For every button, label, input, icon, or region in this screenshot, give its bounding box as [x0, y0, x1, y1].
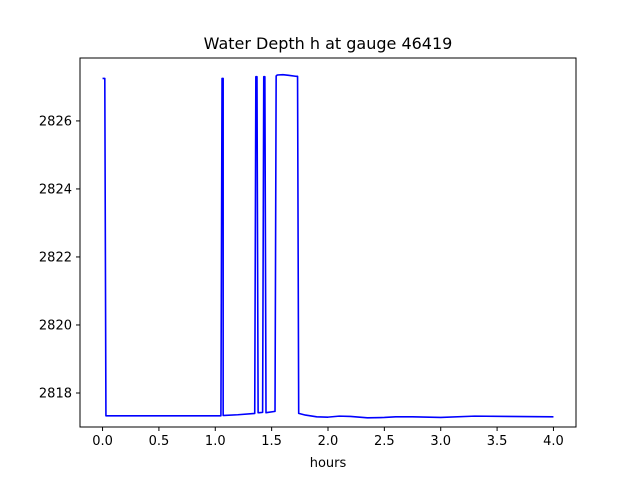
y-tick-label: 2818	[39, 386, 72, 401]
x-tick-label: 3.0	[430, 434, 451, 449]
y-tick-label: 2820	[39, 318, 72, 333]
y-tick-label: 2826	[39, 114, 72, 129]
y-axis: 2818 2820 2822 2824 2826	[39, 114, 80, 401]
x-tick-label: 1.5	[261, 434, 282, 449]
chart-title: Water Depth h at gauge 46419	[204, 34, 453, 53]
x-tick-label: 0.5	[149, 434, 170, 449]
x-tick-label: 2.5	[374, 434, 395, 449]
x-tick-label: 2.0	[318, 434, 339, 449]
x-tick-label: 0.0	[92, 434, 113, 449]
plot-area	[102, 73, 554, 419]
axes-frame	[79, 57, 577, 428]
x-axis: 0.0 0.5 1.0 1.5 2.0 2.5 3.0 3.5 4.0	[92, 427, 564, 449]
x-tick-label: 4.0	[543, 434, 564, 449]
series-line-0	[102, 73, 554, 419]
x-tick-label: 3.5	[487, 434, 508, 449]
y-tick-label: 2824	[39, 182, 72, 197]
x-tick-label: 1.0	[205, 434, 226, 449]
x-axis-label: hours	[310, 456, 347, 471]
y-tick-label: 2822	[39, 250, 72, 265]
